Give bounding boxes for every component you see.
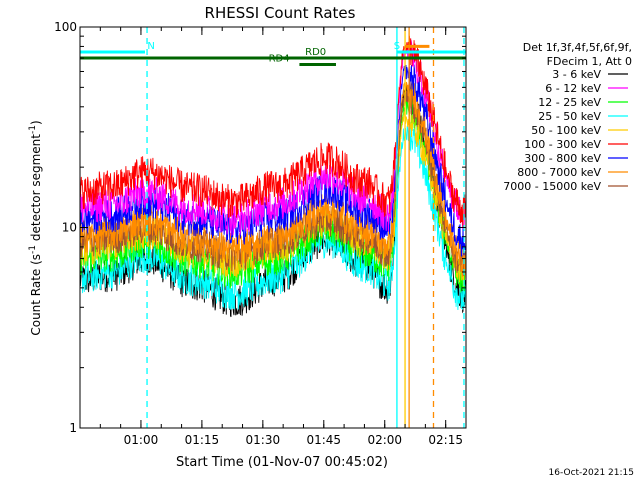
- legend-label-4: 50 - 100 keV: [531, 124, 601, 137]
- legend-label-1: 6 - 12 keV: [545, 82, 601, 95]
- y-tick-label-1: 10: [62, 221, 77, 235]
- legend-label-0: 3 - 6 keV: [552, 68, 601, 81]
- x-tick-label-0: 01:00: [124, 433, 159, 447]
- y-axis-label: Count Rate (s-1 detector segment-1): [28, 120, 43, 335]
- legend-label-6: 300 - 800 keV: [524, 152, 601, 165]
- chart-title: RHESSI Count Rates: [205, 4, 356, 22]
- series-line-7: [80, 73, 466, 277]
- series-line-3: [80, 122, 466, 311]
- x-axis-label: Start Time (01-Nov-07 00:45:02): [176, 455, 388, 470]
- series-line-5: [80, 35, 466, 228]
- legend-header-line-2: FDecim 1, Att 0: [547, 55, 632, 68]
- series-line-1: [80, 38, 466, 236]
- annotation-label-2: RD0: [305, 47, 326, 58]
- series-line-8: [80, 87, 466, 283]
- legend-label-5: 100 - 300 keV: [524, 138, 601, 151]
- legend-label-7: 800 - 7000 keV: [517, 166, 601, 179]
- y-tick-label-0: 1: [69, 421, 77, 435]
- annotation-label-4: S: [394, 41, 400, 52]
- legend-header-line-1: Det 1f,3f,4f,5f,6f,9f,: [523, 41, 632, 54]
- legend-label-2: 12 - 25 keV: [538, 96, 601, 109]
- x-tick-label-1: 01:15: [185, 433, 220, 447]
- legend-label-8: 7000 - 15000 keV: [503, 180, 601, 193]
- y-tick-label-2: 100: [54, 20, 77, 34]
- x-tick-label-3: 01:45: [306, 433, 341, 447]
- x-tick-label-5: 02:15: [428, 433, 463, 447]
- legend-label-3: 25 - 50 keV: [538, 110, 601, 123]
- footer-timestamp: 16-Oct-2021 21:15: [549, 468, 634, 478]
- series-layer: [80, 35, 466, 318]
- annotation-label-3: RD4: [269, 54, 290, 65]
- axes-layer: 1 10 100 01:00 01:15 01:30 01:45 02:00 02:15: [54, 20, 467, 447]
- x-tick-label-4: 02:00: [367, 433, 402, 447]
- annotation-label-0: N: [147, 41, 154, 52]
- x-tick-label-2: 01:30: [246, 433, 281, 447]
- series-line-6: [80, 64, 466, 257]
- annotation-layer: [80, 27, 466, 428]
- legend: Det 1f,3f,4f,5f,6f,9f, FDecim 1, Att 0 3…: [503, 41, 632, 193]
